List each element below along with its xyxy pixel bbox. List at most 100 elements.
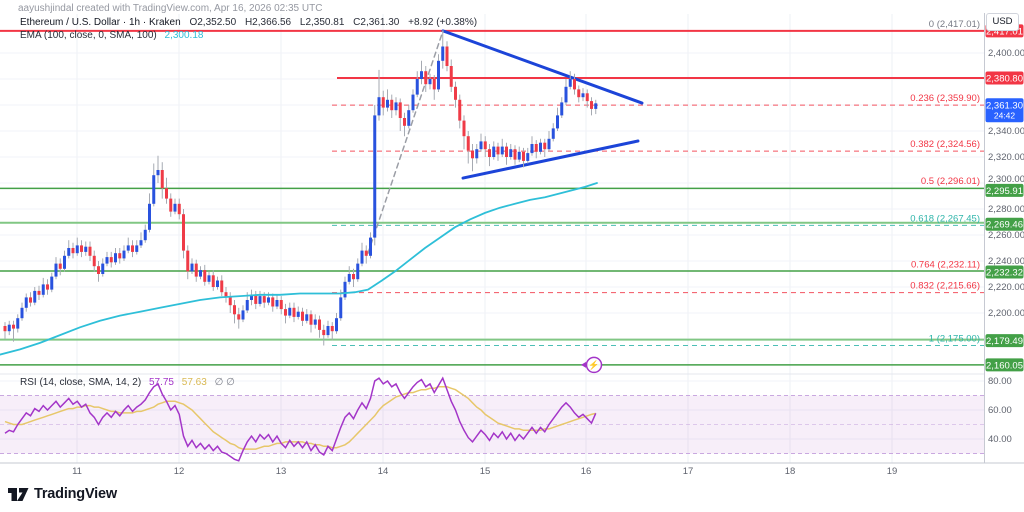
rsi-legend: RSI (14, close, SMA, 14, 2) 57.75 57.63 …: [20, 377, 235, 388]
time-tick-label[interactable]: 16: [581, 466, 592, 477]
candle-body: [182, 214, 185, 251]
candle-body: [568, 79, 572, 87]
candle-body: [75, 245, 79, 254]
candle-body: [577, 89, 581, 98]
candle-body: [458, 99, 462, 121]
candle-body: [347, 274, 351, 282]
price-tick-label[interactable]: 2,220.00: [988, 282, 1024, 293]
candle-body: [407, 110, 411, 126]
candle-body: [513, 149, 517, 160]
candle-body: [7, 324, 11, 332]
price-tick-label[interactable]: 2,240.00: [988, 256, 1024, 267]
fib-level-label: 0 (2,417.01): [929, 19, 980, 30]
fib-level-label: 0.618 (2,267.45): [910, 213, 980, 224]
candle-body: [237, 314, 241, 320]
candle-body: [373, 115, 377, 238]
price-tick-label[interactable]: 2,340.00: [988, 126, 1024, 137]
candle-body: [250, 294, 253, 300]
candle-body: [479, 141, 483, 150]
price-tick-label[interactable]: 2,280.00: [988, 204, 1024, 215]
fib-level-label: 0.382 (2,324.56): [910, 139, 980, 150]
candle-body: [488, 149, 491, 157]
price-tick-label[interactable]: 2,320.00: [988, 152, 1024, 163]
ema-label: EMA (100, close, 0, SMA, 100): [20, 30, 157, 41]
candle-body: [390, 99, 394, 111]
exchange-label: Kraken: [148, 17, 181, 28]
candle-body: [41, 284, 45, 295]
candle-body: [71, 248, 75, 254]
rsi-tick-label[interactable]: 60.00: [988, 405, 1012, 416]
candle-body: [148, 203, 151, 230]
candle-body: [224, 292, 228, 298]
price-tick-label[interactable]: 2,260.00: [988, 230, 1024, 241]
candle-body: [534, 144, 538, 152]
candle-body: [301, 311, 304, 321]
candle-body: [29, 297, 32, 303]
dashed-rally-trendline[interactable]: [367, 30, 444, 254]
price-badge: [985, 98, 1024, 123]
candle-body: [449, 66, 453, 87]
candle-body: [245, 300, 249, 311]
candle-body: [122, 250, 126, 259]
candle-body: [483, 141, 487, 150]
legend-separator: ·: [122, 17, 127, 28]
rsi-tick-label[interactable]: 80.00: [988, 376, 1012, 387]
candle-body: [556, 115, 559, 129]
candle-body: [428, 79, 432, 85]
candle-body: [50, 276, 54, 290]
candle-body: [288, 307, 292, 316]
time-tick-label[interactable]: 12: [174, 466, 185, 477]
price-tick-label[interactable]: 2,300.00: [988, 174, 1024, 185]
candle-body: [160, 170, 164, 189]
tradingview-logo-text: TradingView: [34, 486, 117, 502]
candle-body: [54, 263, 58, 277]
time-tick-label[interactable]: 14: [378, 466, 389, 477]
tradingview-logo[interactable]: TradingView: [7, 486, 117, 502]
fib-level-label: 0.5 (2,296.01): [921, 176, 980, 187]
rsi-value: 57.75: [148, 377, 174, 388]
price-badge: [985, 183, 1024, 197]
symbol-name: Ethereum / U.S. Dollar: [20, 17, 121, 28]
candle-body: [496, 146, 500, 155]
candle-body: [309, 314, 313, 325]
time-tick-label[interactable]: 13: [276, 466, 287, 477]
candle-body: [143, 229, 147, 241]
candle-body: [411, 94, 415, 111]
candle-body: [581, 93, 585, 98]
time-tick-label[interactable]: 19: [887, 466, 898, 477]
candle-body: [398, 102, 402, 118]
candle-body: [279, 300, 283, 310]
flash-marker[interactable]: [585, 356, 603, 374]
ema-value: 2,300.18: [164, 30, 204, 41]
symbol-legend: Ethereum / U.S. Dollar · 1h · Kraken O2,…: [20, 17, 477, 28]
candle-body: [551, 128, 555, 139]
candle-body: [441, 46, 445, 61]
price-tick-label[interactable]: 2,200.00: [988, 308, 1024, 319]
candle-body: [199, 270, 202, 277]
triangle-lower-trendline[interactable]: [461, 139, 640, 180]
candle-body: [233, 305, 236, 315]
price-badge-label: 2,179.49: [986, 336, 1023, 347]
time-tick-label[interactable]: 11: [72, 466, 82, 477]
candle-body: [16, 318, 20, 329]
candle-body: [381, 97, 385, 108]
time-tick-label[interactable]: 17: [683, 466, 694, 477]
candle-body: [305, 314, 309, 321]
time-tick-label[interactable]: 15: [480, 466, 491, 477]
candle-body: [173, 203, 177, 212]
rsi-tick-label[interactable]: 40.00: [988, 434, 1012, 445]
currency-toggle-button[interactable]: USD: [986, 13, 1019, 31]
price-badge-label: 2,417.01: [986, 26, 1023, 37]
candle-body: [88, 246, 92, 256]
candle-body: [271, 297, 275, 307]
ema-line: [0, 182, 598, 356]
candle-body: [165, 188, 168, 199]
candle-body: [352, 274, 355, 280]
time-tick-label[interactable]: 18: [785, 466, 796, 477]
triangle-upper-trendline[interactable]: [441, 29, 644, 105]
candle-body: [92, 255, 96, 267]
price-tick-label[interactable]: 2,400.00: [988, 48, 1024, 59]
candle-body: [517, 151, 521, 160]
